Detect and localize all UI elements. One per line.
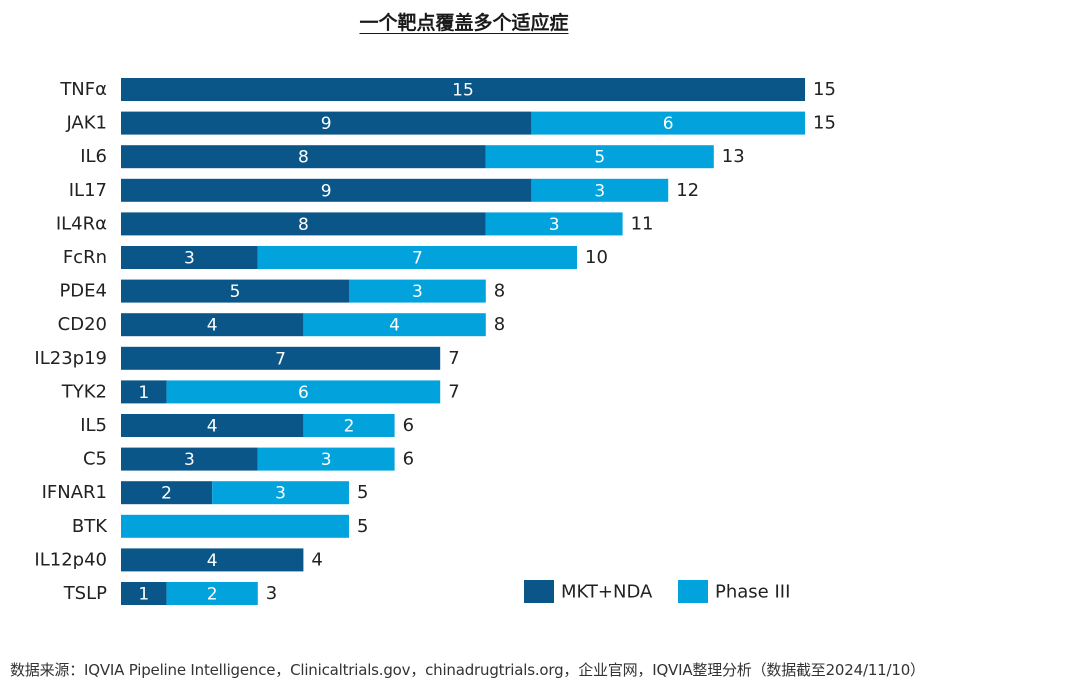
bar-segment-phase-3: [166, 582, 258, 605]
bar-value-label: 7: [412, 249, 423, 269]
bar-value-label: 1: [138, 383, 149, 403]
bar-segment-mkt-nda: [121, 145, 486, 169]
category-label: IL23p19: [34, 348, 107, 369]
bar-segment-phase-3: [212, 481, 349, 505]
bar-segment-mkt-nda: [121, 414, 304, 437]
bar-value-label: 9: [321, 114, 332, 134]
bar-total-label: 6: [403, 415, 414, 436]
bar-value-label: 15: [452, 81, 474, 101]
bar-total-label: 10: [585, 247, 608, 268]
category-label: IFNAR1: [42, 482, 107, 503]
bar-segment-mkt-nda: [121, 212, 486, 236]
bar-segment-mkt-nda: [121, 279, 349, 303]
bar-value-label: 3: [412, 282, 423, 302]
category-label: BTK: [72, 516, 108, 537]
bar-segment-phase-3: [257, 246, 577, 269]
bar-segment-mkt-nda: [121, 447, 258, 471]
bar-segment-phase-3: [485, 145, 714, 169]
legend-swatch-phase-3: [678, 580, 708, 603]
bar-segment-phase-3: [303, 414, 395, 437]
bar-value-label: 4: [389, 316, 400, 336]
bar-total-label: 7: [448, 381, 459, 402]
bar-segment-mkt-nda: [121, 111, 532, 135]
bar-total-label: 4: [311, 549, 322, 570]
bar-total-label: 13: [722, 146, 745, 167]
category-label: FcRn: [63, 247, 107, 268]
bar-segment-phase-3: [166, 380, 441, 404]
bar-value-label: 3: [321, 450, 332, 470]
bar-total-label: 7: [448, 348, 459, 369]
category-label: TSLP: [63, 583, 107, 604]
bar-total-label: 5: [357, 482, 368, 503]
bar-segment-mkt-nda: [121, 246, 258, 269]
bar-value-label: 5: [230, 282, 241, 302]
bar-value-label: 2: [161, 484, 172, 504]
bar-value-label: 3: [275, 484, 286, 504]
category-label: IL6: [80, 146, 107, 167]
bar-total-label: 3: [266, 583, 277, 604]
category-label: IL12p40: [34, 549, 107, 570]
category-label: IL17: [69, 180, 107, 201]
bar-total-label: 12: [676, 180, 699, 201]
legend-label-mkt-nda: MKT+NDA: [561, 582, 653, 603]
category-label: TYK2: [61, 381, 107, 402]
bar-segment-phase-3: [121, 514, 349, 538]
category-label: IL4Rα: [56, 213, 107, 234]
bar-segment-mkt-nda: [121, 178, 532, 202]
bar-value-label: 1: [138, 585, 149, 605]
bar-segment-phase-3: [531, 111, 805, 135]
category-label: IL5: [80, 415, 107, 436]
bar-value-label: 6: [663, 114, 674, 134]
category-label: JAK1: [65, 113, 107, 134]
bar-total-label: 15: [813, 113, 836, 134]
bar-value-label: 8: [298, 215, 309, 235]
bar-value-label: 9: [321, 181, 332, 201]
bar-total-label: 5: [357, 516, 368, 537]
category-label: CD20: [58, 314, 107, 335]
category-label: C5: [83, 449, 107, 470]
bar-segment-mkt-nda: [121, 313, 304, 337]
bar-segment-mkt-nda: [121, 78, 805, 101]
legend-label-phase-3: Phase III: [715, 582, 790, 603]
chart-title: 一个靶点覆盖多个适应症: [359, 12, 569, 34]
bar-segment-mkt-nda: [121, 481, 213, 505]
bar-segment-phase-3: [257, 447, 395, 471]
bar-value-label: 3: [184, 450, 195, 470]
bar-value-label: 2: [344, 417, 355, 437]
bar-value-label: 5: [594, 148, 605, 168]
bar-segment-phase-3: [531, 178, 669, 202]
category-label: PDE4: [59, 281, 107, 302]
bar-segment-mkt-nda: [121, 582, 167, 605]
bar-total-label: 8: [494, 314, 505, 335]
bar-value-label: 4: [207, 417, 218, 437]
bar-segment-mkt-nda: [121, 380, 167, 404]
bar-segment-mkt-nda: [121, 346, 441, 370]
bar-segment-phase-3: [485, 212, 623, 236]
bar-value-label: 4: [207, 551, 218, 571]
bar-total-label: 15: [813, 79, 836, 100]
bar-segment-phase-3: [303, 313, 486, 337]
bar-segment-mkt-nda: [121, 548, 304, 572]
bar-total-label: 6: [403, 449, 414, 470]
bar-value-label: 2: [207, 585, 218, 605]
bar-total-label: 8: [494, 281, 505, 302]
category-label: TNFα: [59, 79, 107, 100]
bar-value-label: 4: [207, 316, 218, 336]
bar-value-label: 7: [275, 349, 286, 369]
bar-total-label: 11: [631, 213, 654, 234]
legend-swatch-mkt-nda: [524, 580, 554, 603]
bar-value-label: 3: [184, 249, 195, 269]
bar-value-label: 6: [298, 383, 309, 403]
source-note: 数据来源：IQVIA Pipeline Intelligence，Clinica…: [10, 661, 925, 679]
bar-value-label: 3: [549, 215, 560, 235]
bar-value-label: 3: [594, 181, 605, 201]
bar-segment-phase-3: [349, 279, 486, 303]
bar-value-label: 8: [298, 148, 309, 168]
